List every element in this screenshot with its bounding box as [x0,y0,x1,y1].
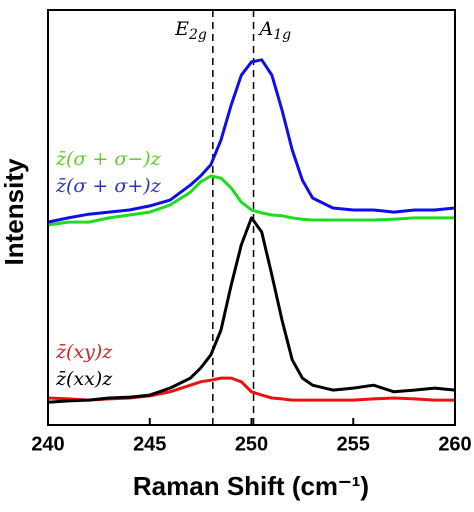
series-line [47,216,456,404]
legend-label: z̄(xy)z [55,341,113,363]
legend-label: z̄(σ + σ+)z [55,175,162,197]
legend-label: z̄(σ + σ−)z [55,148,162,170]
annotation-label: E2g [174,18,207,43]
plot-frame [47,9,456,426]
legend-label: z̄(xx)z [55,368,113,390]
x-axis-label: Raman Shift (cm⁻¹) [133,471,369,501]
x-tick-label: 250 [235,433,268,455]
annotation-text: E [174,18,189,40]
annotation-label: A1g [258,18,292,43]
x-tick-label: 255 [337,433,370,455]
annotation-subscript: 2g [188,27,207,43]
x-tick-label: 260 [438,433,471,455]
series-line [47,58,456,224]
annotation-text: A [258,18,274,40]
annotation-subscript: 1g [273,27,291,43]
series-line [47,174,455,227]
x-tick-label: 240 [31,433,64,455]
x-tick-label: 245 [133,433,166,455]
y-axis-label: Intensity [0,158,29,265]
